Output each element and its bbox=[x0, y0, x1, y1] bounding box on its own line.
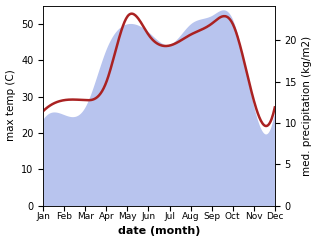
Y-axis label: max temp (C): max temp (C) bbox=[5, 70, 16, 142]
Y-axis label: med. precipitation (kg/m2): med. precipitation (kg/m2) bbox=[302, 36, 313, 176]
X-axis label: date (month): date (month) bbox=[118, 227, 200, 236]
